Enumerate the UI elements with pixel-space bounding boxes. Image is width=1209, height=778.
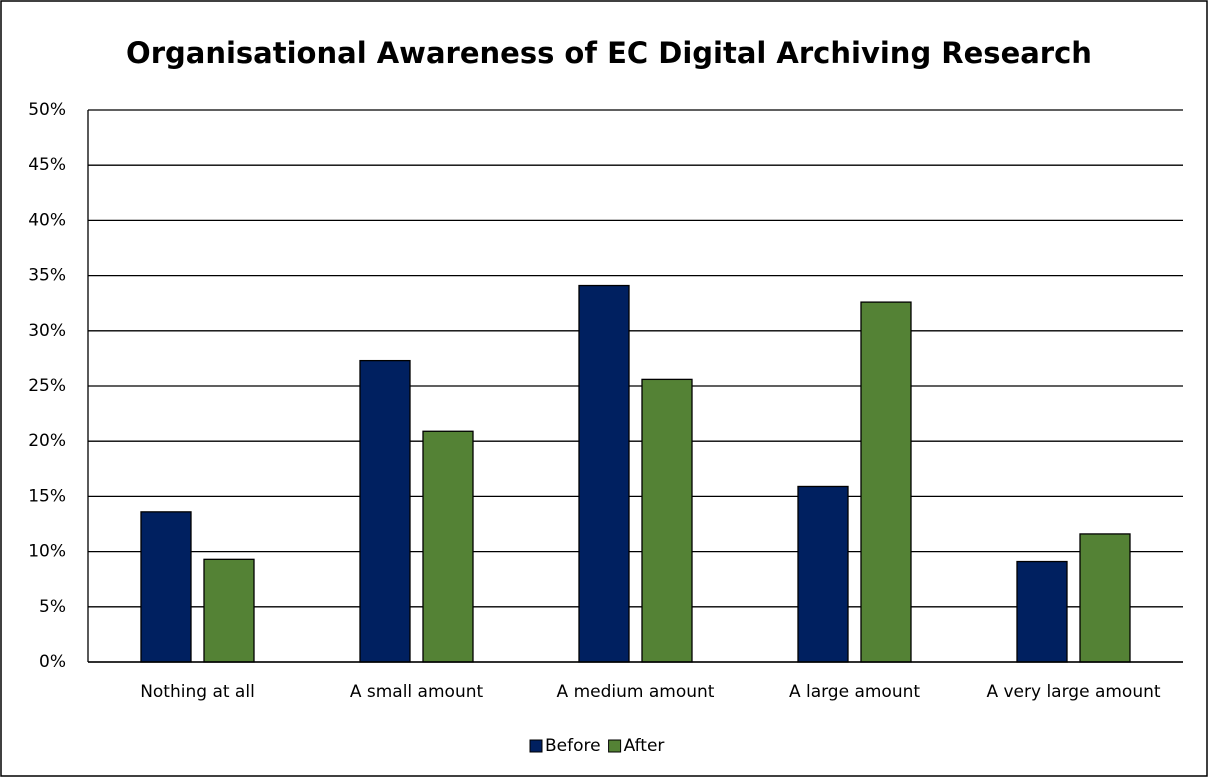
y-tick-label: 40%: [28, 210, 66, 230]
y-tick-label: 20%: [28, 431, 66, 451]
bar: [140, 511, 192, 663]
y-tick-label: 15%: [28, 486, 66, 506]
legend-label: Before: [545, 736, 601, 756]
bar: [578, 284, 630, 663]
x-tick-label: A very large amount: [986, 682, 1160, 702]
chart-title: Organisational Awareness of EC Digital A…: [126, 36, 1092, 70]
legend-label: After: [624, 736, 665, 756]
bar: [359, 359, 411, 663]
y-tick-label: 45%: [28, 155, 66, 175]
y-tick-label: 50%: [28, 100, 66, 120]
legend-swatch: [608, 739, 622, 753]
y-tick-label: 0%: [39, 652, 66, 672]
bar: [860, 301, 912, 663]
x-tick-label: A small amount: [350, 682, 484, 702]
legend-swatch: [529, 739, 543, 753]
bar: [1079, 533, 1131, 663]
bar: [422, 430, 474, 663]
x-tick-label: Nothing at all: [140, 682, 255, 702]
y-tick-label: 5%: [39, 597, 66, 617]
x-tick-label: A large amount: [789, 682, 920, 702]
bar: [797, 485, 849, 663]
y-tick-label: 35%: [28, 266, 66, 286]
bar: [641, 378, 693, 663]
y-tick-label: 25%: [28, 376, 66, 396]
bar: [203, 558, 255, 663]
y-tick-label: 10%: [28, 542, 66, 562]
bar: [1016, 560, 1068, 663]
y-tick-label: 30%: [28, 321, 66, 341]
x-tick-label: A medium amount: [557, 682, 715, 702]
